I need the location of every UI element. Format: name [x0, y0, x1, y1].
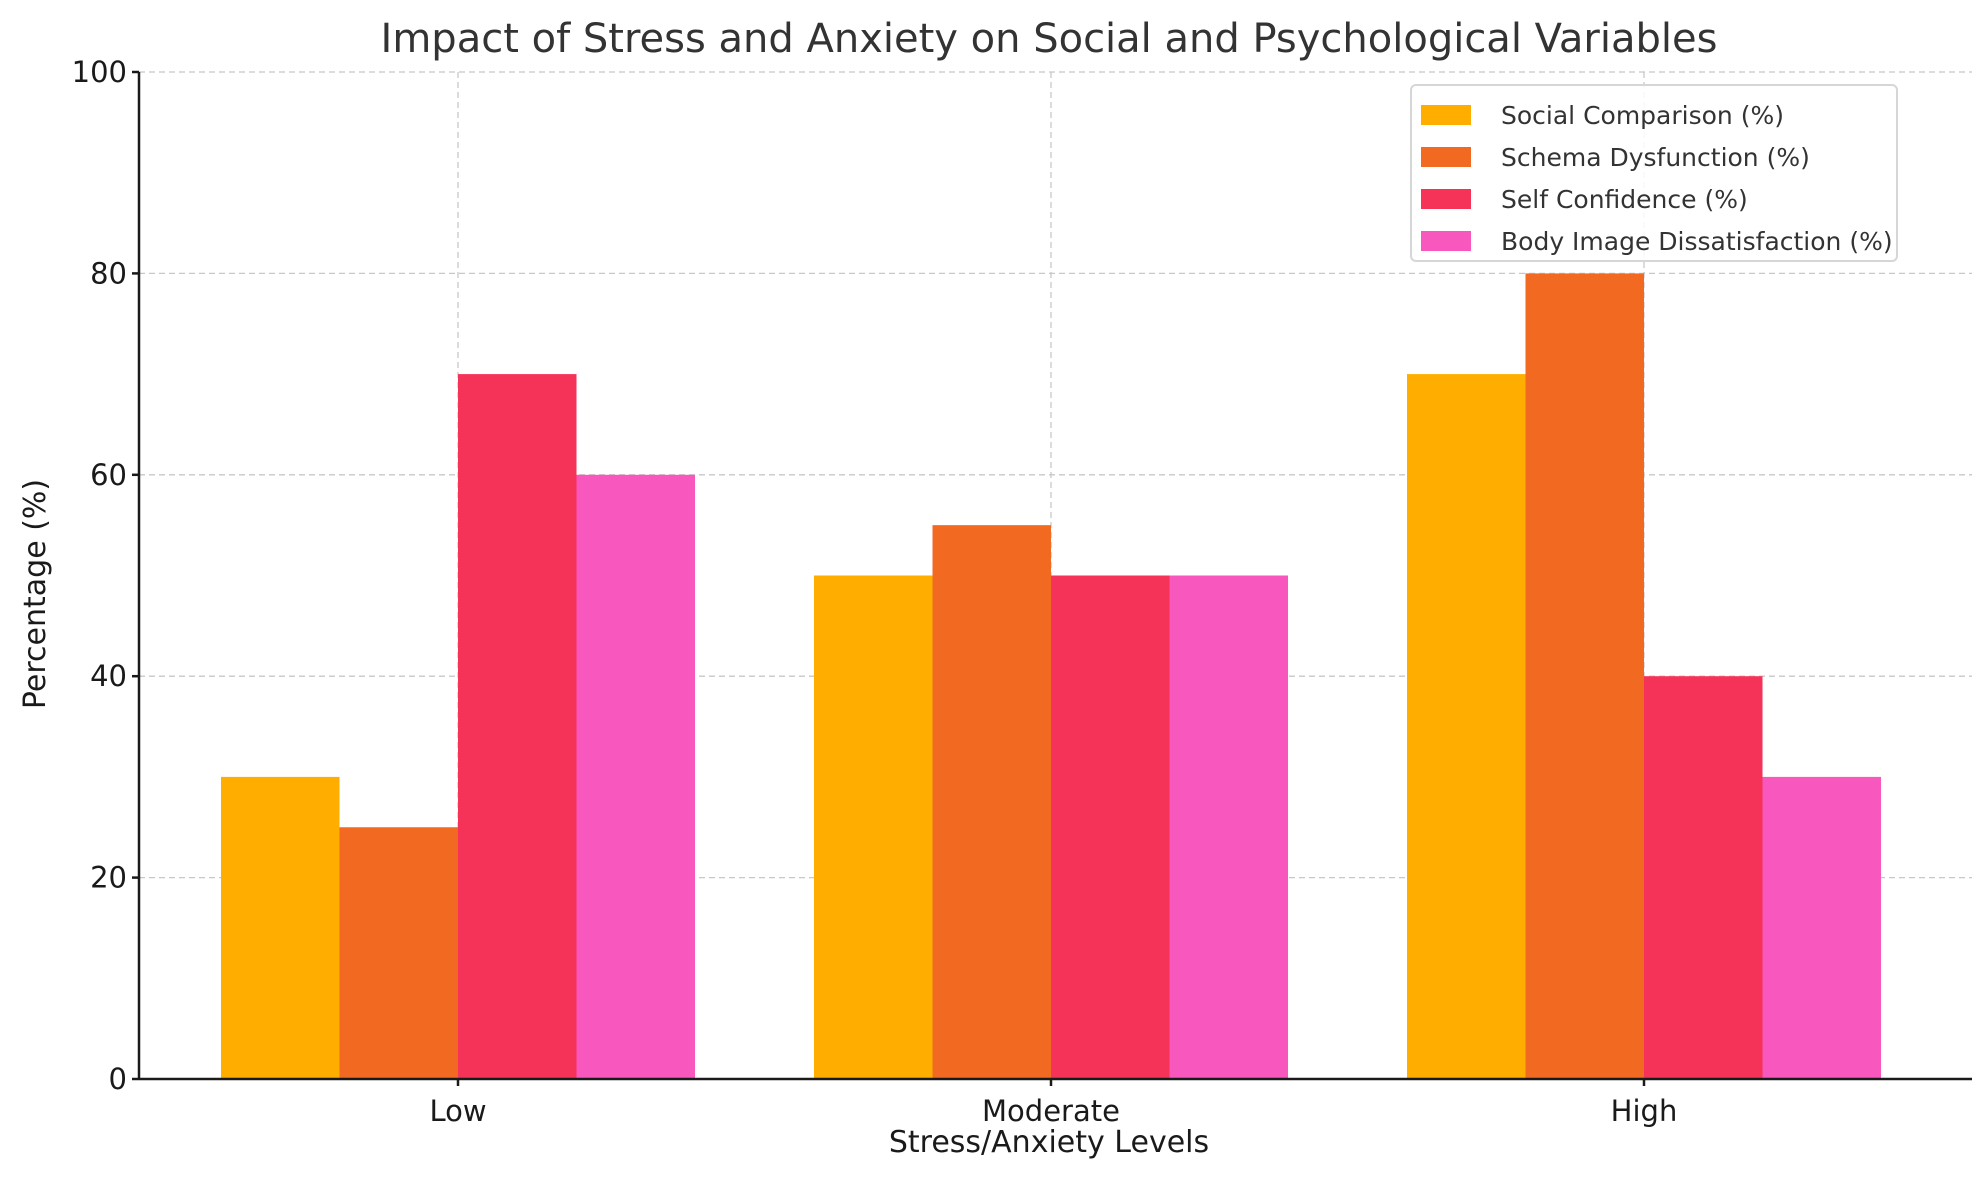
y-tick-label: 0 — [109, 1062, 127, 1096]
legend-swatch — [1421, 105, 1471, 125]
x-axis-label: Stress/Anxiety Levels — [889, 1125, 1209, 1160]
x-tick-label: Low — [429, 1094, 486, 1128]
bar — [576, 474, 695, 1079]
legend: Social Comparison (%) Schema Dysfunction … — [1410, 84, 1898, 262]
bar — [932, 525, 1051, 1079]
bar — [339, 827, 458, 1079]
bar — [1407, 374, 1526, 1080]
axes — [132, 70, 1972, 1086]
chart-title: Impact of Stress and Anxiety on Social a… — [381, 16, 1718, 62]
legend-frame — [1410, 84, 1898, 262]
legend-label: Self Confidence (%) — [1501, 185, 1748, 214]
y-axis-label: Percentage (%) — [18, 479, 53, 709]
tick-labels: 0 20 40 60 80 100 Low Moderate High — [72, 55, 1678, 1128]
x-tick-label: High — [1611, 1094, 1678, 1128]
bar — [1525, 273, 1644, 1079]
bar — [814, 575, 933, 1079]
bar — [1169, 575, 1288, 1079]
y-tick-label: 100 — [72, 55, 127, 89]
y-tick-label: 20 — [90, 861, 127, 895]
y-tick-label: 40 — [90, 659, 127, 693]
bar — [1762, 776, 1881, 1079]
bar — [458, 374, 577, 1080]
legend-swatch — [1421, 189, 1471, 209]
bar — [221, 776, 340, 1079]
legend-swatch — [1421, 147, 1471, 167]
bar — [1644, 676, 1763, 1079]
x-tick-label: Moderate — [982, 1094, 1120, 1128]
bars — [221, 273, 1881, 1080]
y-tick-label: 80 — [90, 256, 127, 290]
bar — [1051, 575, 1170, 1079]
y-tick-label: 60 — [90, 458, 127, 492]
legend-label: Social Comparison (%) — [1501, 101, 1784, 130]
legend-label: Body Image Dissatisfaction (%) — [1501, 227, 1893, 256]
legend-label: Schema Dysfunction (%) — [1501, 143, 1810, 172]
legend-swatch — [1421, 231, 1471, 251]
